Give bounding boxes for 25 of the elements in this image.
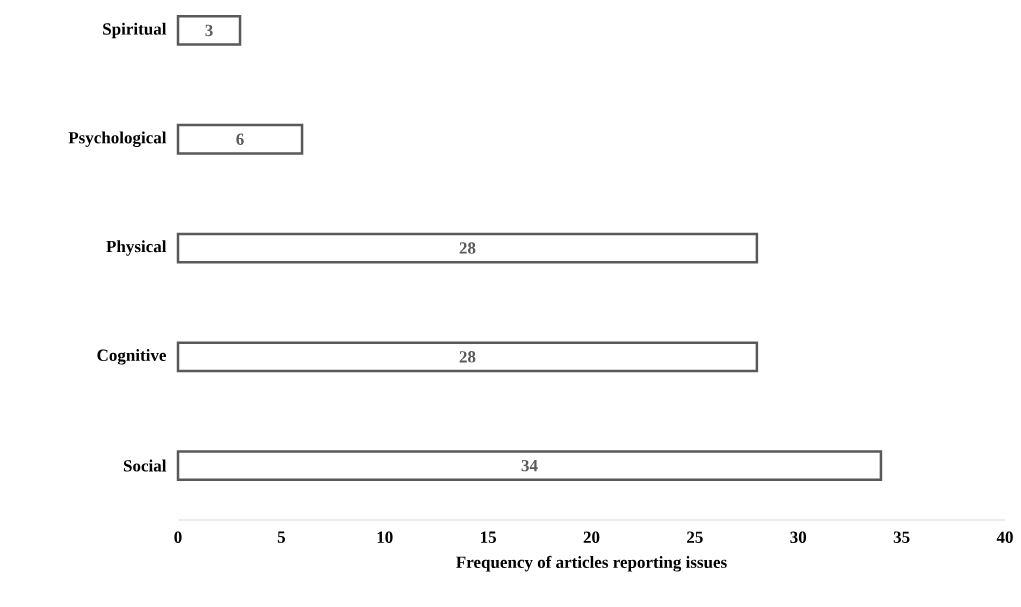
x-tick-label: 35 xyxy=(893,531,910,543)
y-tick-label: Psychological xyxy=(68,131,167,148)
data-label: 3 xyxy=(205,24,213,37)
y-tick-label: Social xyxy=(123,459,167,472)
x-axis-title: Frequency of articles reporting issues xyxy=(456,555,727,572)
data-label: 28 xyxy=(459,351,476,363)
data-label: 6 xyxy=(236,133,244,145)
data-label: 28 xyxy=(459,242,476,254)
bar xyxy=(176,15,242,46)
bar xyxy=(176,341,759,373)
bar xyxy=(176,450,883,481)
x-tick-label: 30 xyxy=(790,531,807,543)
x-tick-label: 10 xyxy=(377,531,393,543)
x-tick-label: 0 xyxy=(174,531,182,543)
x-tick-label: 15 xyxy=(480,531,496,543)
bar xyxy=(176,232,759,264)
bar xyxy=(176,123,304,155)
x-tick-label: 25 xyxy=(687,531,703,543)
data-label: 34 xyxy=(521,459,538,472)
x-tick-label: 20 xyxy=(583,531,600,543)
x-tick-label: 40 xyxy=(996,531,1013,543)
x-tick-label: 5 xyxy=(277,531,285,543)
y-tick-label: Physical xyxy=(106,240,167,256)
y-tick-label: Cognitive xyxy=(97,349,167,365)
y-tick-label: Spiritual xyxy=(103,22,167,39)
